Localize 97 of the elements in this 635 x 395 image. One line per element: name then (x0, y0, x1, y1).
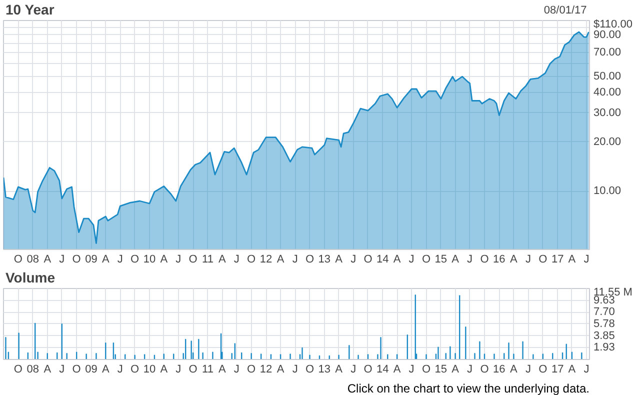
x-tick-label: O (247, 254, 256, 266)
x-tick-label: 17 (551, 254, 564, 266)
x-tick-label: 16 (493, 254, 506, 266)
x-tick-label: O (130, 254, 140, 266)
x-tick-label: 14 (376, 254, 389, 266)
x-tick-label: 13 (318, 254, 331, 266)
x-tick-label: J (467, 254, 473, 266)
x-tick-label: J (350, 364, 356, 376)
x-tick-label: A (452, 364, 460, 376)
y-tick-label: 70.00 (594, 46, 622, 59)
y-tick-label: 30.00 (594, 106, 622, 119)
x-tick-label: 09 (85, 254, 98, 266)
x-tick-label: 10 (143, 364, 156, 376)
y-tick-label: 5.78 (594, 318, 615, 330)
x-tick-label: A (160, 364, 168, 376)
x-tick-label: A (452, 254, 460, 266)
x-tick-label: 16 (493, 364, 506, 376)
chart-title: 10 Year (6, 2, 55, 18)
x-tick-label: O (14, 364, 23, 376)
x-tick-label: J (292, 364, 298, 376)
x-tick-label: J (234, 254, 240, 266)
x-tick-label: 08 (26, 364, 39, 376)
x-tick-label: J (117, 364, 123, 376)
x-tick-label: A (44, 364, 52, 376)
y-tick-label: 3.85 (594, 330, 615, 342)
x-tick-label: 11 (202, 254, 214, 266)
text: 08/01/17 (544, 4, 587, 16)
x-tick-label: O (480, 254, 490, 266)
x-tick-label: J (292, 254, 298, 266)
x-tick-label: J (584, 364, 590, 376)
x-tick-label: O (188, 254, 198, 266)
y-tick-label: 7.70 (594, 306, 615, 318)
x-tick-label: O (480, 364, 490, 376)
x-tick-label: O (538, 254, 548, 266)
x-tick-label: A (218, 254, 226, 266)
x-tick-label: A (393, 254, 402, 266)
x-tick-label: A (510, 254, 518, 266)
x-tick-label: O (130, 364, 140, 376)
x-tick-label: A (44, 254, 52, 266)
x-tick-label: O (422, 364, 431, 376)
x-tick-label: A (510, 364, 518, 376)
x-tick-label: A (276, 364, 285, 376)
y-tick-label: 20.00 (594, 136, 622, 148)
x-tick-label: J (59, 364, 65, 376)
x-tick-label: O (247, 364, 256, 376)
x-tick-label: J (408, 364, 414, 376)
y-tick-label: $110.00 (594, 18, 632, 30)
x-tick-label: A (335, 364, 344, 376)
x-tick-label: J (525, 254, 531, 266)
y-tick-label: 40.00 (594, 86, 622, 98)
x-tick-label: 08 (26, 254, 39, 266)
x-tick-label: 12 (260, 254, 272, 266)
x-tick-label: O (72, 254, 82, 266)
x-tick-label: A (335, 254, 344, 266)
x-tick-label: J (584, 254, 590, 266)
x-tick-label: A (568, 254, 576, 266)
y-tick-label: 1.93 (594, 342, 615, 354)
x-tick-label: 10 (143, 254, 156, 266)
x-tick-label: J (467, 364, 473, 376)
x-tick-label: J (176, 364, 182, 376)
x-tick-label: A (218, 364, 226, 376)
x-tick-label: O (422, 254, 431, 266)
x-tick-label: J (408, 254, 414, 266)
y-tick-label: 9.63 (594, 294, 615, 306)
y-tick-label: 50.00 (594, 70, 622, 83)
x-tick-label: O (188, 364, 198, 376)
x-tick-label: 11 (202, 364, 214, 376)
x-tick-label: A (393, 364, 402, 376)
x-tick-label: O (14, 254, 23, 266)
x-tick-label: 13 (318, 364, 331, 376)
x-tick-label: J (176, 254, 182, 266)
text: Click on the chart to view the underlying data. (347, 382, 590, 395)
x-tick-label: A (102, 364, 110, 376)
x-tick-label: J (59, 254, 65, 266)
x-tick-label: O (364, 364, 373, 376)
x-tick-label: O (538, 364, 548, 376)
x-tick-label: O (364, 254, 373, 266)
x-tick-label: A (276, 254, 285, 266)
x-tick-label: O (72, 364, 82, 376)
x-tick-label: J (117, 254, 123, 266)
x-tick-label: O (305, 254, 314, 266)
x-tick-label: A (568, 364, 576, 376)
x-tick-label: 12 (260, 364, 272, 376)
chart-title: Volume (6, 270, 56, 286)
x-tick-label: A (102, 254, 110, 266)
x-tick-label: 09 (85, 364, 98, 376)
x-tick-label: 15 (434, 364, 448, 376)
x-tick-label: J (525, 364, 531, 376)
x-tick-label: 14 (376, 364, 389, 376)
y-tick-label: 10.00 (594, 185, 622, 198)
y-tick-label: 90.00 (594, 28, 622, 41)
x-tick-label: J (234, 364, 240, 376)
x-tick-label: O (305, 364, 314, 376)
x-tick-label: 15 (434, 254, 448, 266)
x-tick-label: J (350, 254, 356, 266)
x-tick-label: 17 (551, 364, 564, 376)
x-tick-label: A (160, 254, 168, 266)
